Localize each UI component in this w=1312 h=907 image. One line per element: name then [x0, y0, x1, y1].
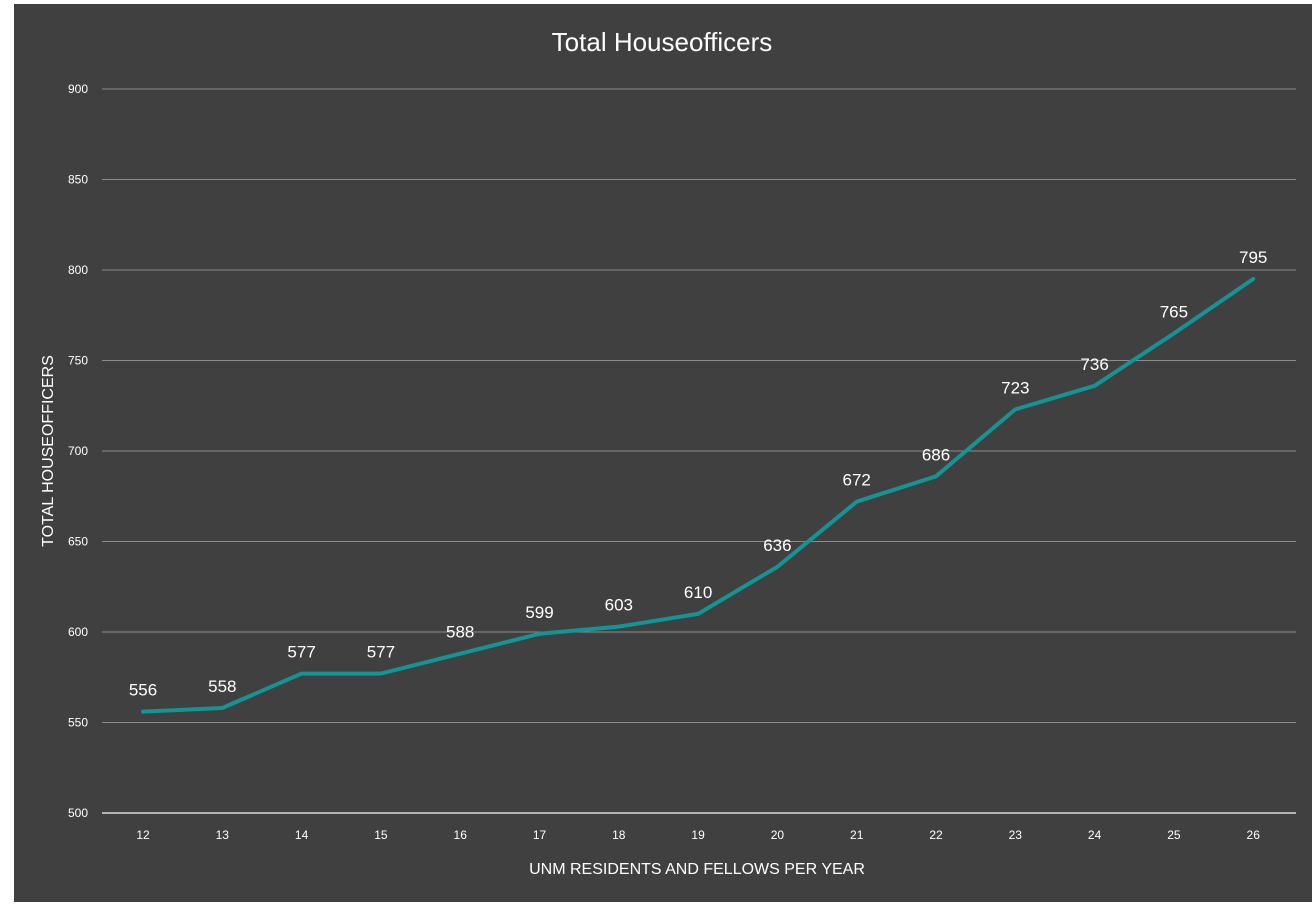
data-label: 686 — [922, 445, 950, 464]
data-label: 556 — [129, 681, 157, 700]
y-tick-label: 800 — [68, 263, 88, 277]
x-tick-label: 22 — [929, 828, 943, 842]
x-tick-label: 23 — [1009, 828, 1023, 842]
x-tick-label: 15 — [374, 828, 388, 842]
chart-title: Total Houseofficers — [552, 27, 773, 57]
y-tick-label: 750 — [68, 354, 88, 368]
y-tick-label: 700 — [68, 444, 88, 458]
data-label: 636 — [763, 536, 791, 555]
chart-background — [14, 4, 1312, 902]
y-axis-title: TOTAL HOUSEOFFICERS — [40, 355, 57, 547]
data-label: 795 — [1239, 248, 1267, 267]
y-tick-label: 850 — [68, 173, 88, 187]
data-label: 599 — [525, 603, 553, 622]
data-label: 588 — [446, 623, 474, 642]
data-label: 765 — [1160, 302, 1188, 321]
data-label: 558 — [208, 677, 236, 696]
x-tick-label: 18 — [612, 828, 626, 842]
x-tick-label: 14 — [295, 828, 309, 842]
x-tick-label: 20 — [771, 828, 785, 842]
x-axis-title: UNM RESIDENTS AND FELLOWS PER YEAR — [529, 861, 865, 878]
data-label: 610 — [684, 583, 712, 602]
x-tick-label: 19 — [691, 828, 705, 842]
x-tick-label: 17 — [533, 828, 547, 842]
data-label: 603 — [605, 596, 633, 615]
y-tick-label: 900 — [68, 82, 88, 96]
series-line — [141, 277, 1256, 714]
data-label: 672 — [843, 471, 871, 490]
y-tick-label: 500 — [68, 806, 88, 820]
y-tick-labels: 500 550 600 650 700 750 800 850 900 — [68, 82, 88, 820]
x-tick-label: 25 — [1167, 828, 1181, 842]
gridlines — [102, 88, 1296, 814]
x-tick-label: 21 — [850, 828, 864, 842]
data-label: 577 — [367, 643, 395, 662]
x-tick-label: 13 — [216, 828, 230, 842]
y-tick-label: 650 — [68, 535, 88, 549]
y-tick-label: 600 — [68, 625, 88, 639]
series — [141, 277, 1256, 714]
x-tick-label: 26 — [1247, 828, 1261, 842]
x-tick-labels: 12 13 14 15 16 17 18 19 20 21 22 23 24 25 26 — [136, 828, 1260, 842]
data-labels: 556 558 577 577 588 599 603 610 636 672 686 723 736 7… — [129, 248, 1268, 700]
x-tick-label: 24 — [1088, 828, 1102, 842]
y-tick-label: 550 — [68, 716, 88, 730]
data-label: 723 — [1001, 378, 1029, 397]
data-label: 736 — [1080, 355, 1108, 374]
x-tick-label: 12 — [136, 828, 150, 842]
x-tick-label: 16 — [454, 828, 468, 842]
data-label: 577 — [287, 643, 315, 662]
